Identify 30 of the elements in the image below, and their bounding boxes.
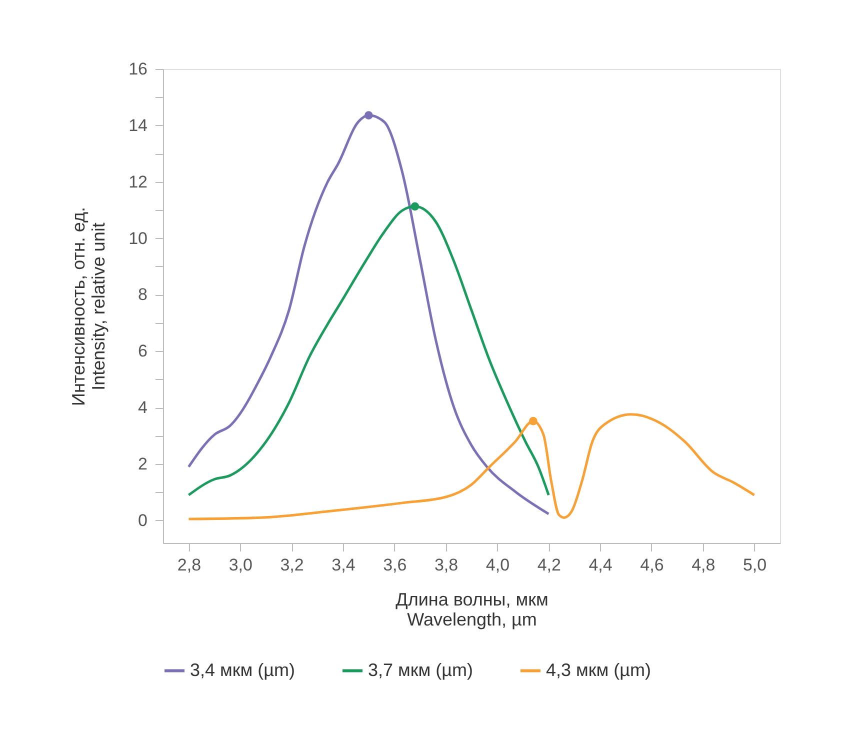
legend-label: 3,7 мкм (µm) — [368, 660, 474, 680]
x-tick-label: 3,8 — [434, 556, 458, 574]
y-tick-label: 6 — [138, 342, 148, 361]
y-tick-label: 12 — [128, 172, 148, 192]
y-tick-label: 10 — [128, 228, 148, 248]
x-tick-label: 3,0 — [228, 556, 252, 574]
legend-label: 4,3 мкм (µm) — [546, 660, 652, 680]
x-tick-label: 5,0 — [742, 556, 767, 574]
legend-label: 3,4 мкм (µm) — [190, 660, 296, 680]
x-axis-title: Длина волны, мкм Wavelength, µm — [396, 590, 548, 630]
y-tick-label: 0 — [138, 510, 148, 530]
x-tick-label: 3,2 — [280, 556, 304, 574]
y-tick-label: 14 — [128, 116, 148, 135]
y-tick-label: 16 — [128, 60, 148, 78]
y-tick-label: 2 — [138, 454, 148, 474]
point — [364, 111, 373, 120]
x-tick-label: 3,4 — [332, 556, 356, 574]
x-tick-label: 4,4 — [588, 556, 612, 574]
y-axis-title: Интенсивность, отн. ед. Intensity, relative unit — [68, 207, 109, 406]
y-tick-label: 4 — [138, 398, 148, 418]
point — [529, 416, 538, 426]
x-tick-label: 4,6 — [640, 556, 664, 574]
x-tick-label: 4,8 — [692, 556, 716, 574]
x-tick-label: 4,2 — [537, 556, 561, 574]
x-tick-label: 4,0 — [486, 556, 510, 574]
x-tick-label: 2,8 — [177, 556, 202, 574]
y-tick-label: 8 — [138, 285, 148, 304]
x-tick-label: 3,6 — [383, 556, 407, 574]
point — [410, 202, 420, 211]
line-series — [187, 413, 756, 520]
